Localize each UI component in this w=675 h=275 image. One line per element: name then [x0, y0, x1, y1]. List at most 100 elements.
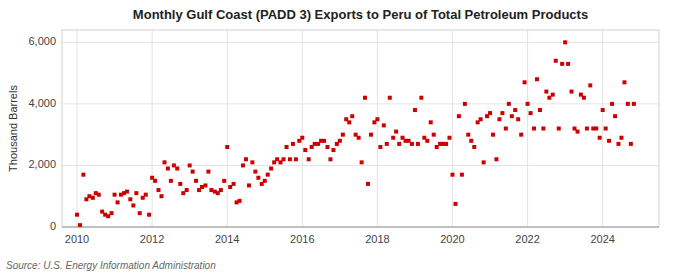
point [541, 127, 545, 131]
point [357, 136, 361, 140]
point [466, 133, 470, 137]
x-grid-line [302, 30, 303, 227]
point [585, 127, 589, 131]
title: Monthly Gulf Coast (PADD 3) Exports to P… [133, 7, 588, 22]
y-grid-line [62, 227, 659, 228]
source-note: Source: U.S. Energy Information Administ… [6, 260, 216, 271]
point [360, 160, 364, 164]
point [363, 96, 367, 100]
point [266, 173, 270, 177]
y-tick-label: 4,000 [28, 97, 56, 109]
point [453, 202, 457, 206]
point [294, 157, 298, 161]
y-tick-label: 6,000 [28, 35, 56, 47]
point [544, 90, 548, 94]
point [225, 145, 229, 149]
point [519, 133, 523, 137]
point [413, 108, 417, 112]
point [610, 102, 614, 106]
x-tick-label: 2010 [65, 233, 89, 245]
point [91, 196, 95, 200]
point [263, 179, 267, 183]
point [116, 200, 120, 204]
point [576, 130, 580, 134]
point [328, 157, 332, 161]
point [128, 197, 132, 201]
point [397, 142, 401, 146]
point [160, 194, 164, 198]
point [191, 170, 195, 174]
point [504, 127, 508, 131]
point [244, 157, 248, 161]
x-grid-line [227, 30, 228, 227]
x-tick-label: 2024 [590, 233, 614, 245]
point [303, 148, 307, 152]
point [523, 80, 527, 84]
point [169, 179, 173, 183]
point [247, 183, 251, 187]
x-tick-label: 2012 [140, 233, 164, 245]
point [463, 102, 467, 106]
point [566, 62, 570, 66]
point [138, 211, 142, 215]
point [178, 182, 182, 186]
grid [62, 30, 659, 227]
axes: 02,0004,0006,000201020122014201620182020… [28, 35, 659, 245]
point [494, 157, 498, 161]
y-tick-label: 2,000 [28, 158, 56, 170]
x-grid-line [527, 30, 528, 227]
point [232, 182, 236, 186]
point [110, 211, 114, 215]
point [388, 96, 392, 100]
page: {"chart_data": {"type": "scatter", "titl… [0, 0, 675, 275]
point [554, 59, 558, 63]
point [604, 127, 608, 131]
point [185, 188, 189, 192]
x-tick-label: 2022 [515, 233, 539, 245]
y-axis-label: Thousand Barrels [7, 85, 19, 172]
point [375, 117, 379, 121]
x-tick-label: 2016 [290, 233, 314, 245]
y-tick-label: 0 [50, 220, 56, 232]
x-tick-label: 2018 [365, 233, 389, 245]
point [347, 120, 351, 124]
point [325, 145, 329, 149]
point [444, 142, 448, 146]
point [619, 136, 623, 140]
chart-container: 02,0004,0006,000201020122014201620182020… [0, 0, 675, 275]
point [147, 213, 151, 217]
point [75, 213, 79, 217]
point [331, 148, 335, 152]
point [134, 191, 138, 195]
point [557, 127, 561, 131]
point [175, 167, 179, 171]
point [538, 108, 542, 112]
point [526, 102, 530, 106]
point [81, 173, 85, 177]
point [382, 123, 386, 127]
point [338, 139, 342, 143]
point [472, 145, 476, 149]
x-tick-label: 2020 [440, 233, 464, 245]
point [144, 193, 148, 197]
point [369, 133, 373, 137]
point [513, 108, 517, 112]
point [219, 188, 223, 192]
x-grid-line [452, 30, 453, 227]
point [391, 136, 395, 140]
point [188, 163, 192, 167]
x-axis-line [62, 227, 659, 228]
point [156, 188, 160, 192]
point [78, 223, 82, 227]
point [350, 114, 354, 118]
point [450, 173, 454, 177]
plot-frame [62, 30, 659, 227]
point [341, 133, 345, 137]
x-grid-line [602, 30, 603, 227]
point [288, 157, 292, 161]
point [322, 139, 326, 143]
point [616, 142, 620, 146]
y-grid-line [62, 42, 659, 43]
point [460, 173, 464, 177]
point [632, 102, 636, 106]
